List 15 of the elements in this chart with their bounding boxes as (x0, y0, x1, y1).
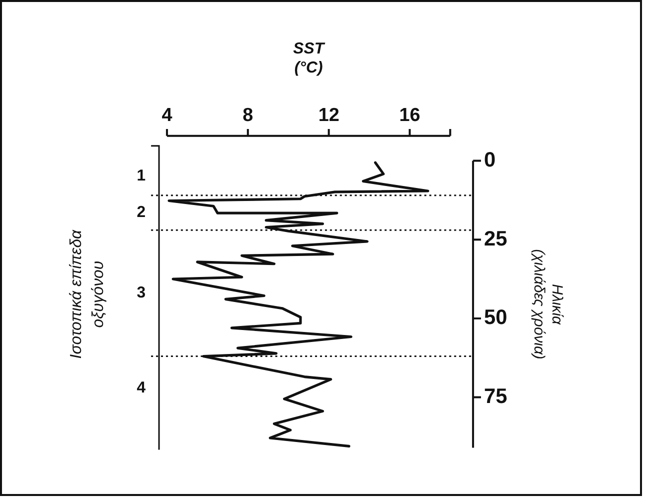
text: Ισοτοπικά επίπεδα οξυγόνου (68, 228, 107, 359)
text: 4 (136, 380, 146, 397)
text: 2 (136, 204, 146, 222)
y-tick-label: 50 (484, 306, 508, 330)
text: 1 (136, 168, 146, 185)
y-tick-label: 75 (484, 385, 508, 408)
x-tick-label: 4 (162, 104, 173, 125)
y-tick-label: 0 (484, 148, 496, 172)
x-axis-title: SST (°C) (293, 40, 326, 77)
x-tick-label: 12 (318, 104, 340, 125)
y-tick-label: 25 (484, 227, 508, 250)
text: 3 (136, 284, 146, 302)
x-tick-label: 8 (242, 104, 254, 125)
y-axis-title: Ηλικία (χιλιάδες χρόνια) (530, 249, 564, 360)
x-tick-label: 16 (399, 104, 420, 125)
